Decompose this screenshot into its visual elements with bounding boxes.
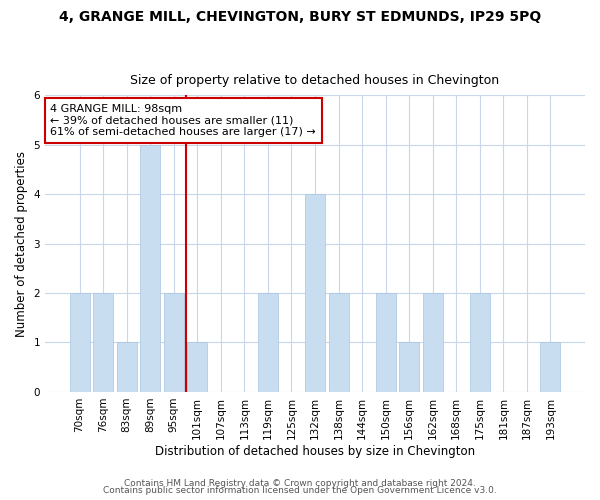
Text: Contains HM Land Registry data © Crown copyright and database right 2024.: Contains HM Land Registry data © Crown c…: [124, 478, 476, 488]
X-axis label: Distribution of detached houses by size in Chevington: Distribution of detached houses by size …: [155, 444, 475, 458]
Bar: [164, 293, 184, 392]
Bar: [70, 293, 89, 392]
Bar: [93, 293, 113, 392]
Title: Size of property relative to detached houses in Chevington: Size of property relative to detached ho…: [130, 74, 500, 87]
Text: 4 GRANGE MILL: 98sqm
← 39% of detached houses are smaller (11)
61% of semi-detac: 4 GRANGE MILL: 98sqm ← 39% of detached h…: [50, 104, 316, 137]
Bar: [187, 342, 208, 392]
Bar: [140, 144, 160, 392]
Bar: [399, 342, 419, 392]
Text: 4, GRANGE MILL, CHEVINGTON, BURY ST EDMUNDS, IP29 5PQ: 4, GRANGE MILL, CHEVINGTON, BURY ST EDMU…: [59, 10, 541, 24]
Text: Contains public sector information licensed under the Open Government Licence v3: Contains public sector information licen…: [103, 486, 497, 495]
Y-axis label: Number of detached properties: Number of detached properties: [15, 150, 28, 336]
Bar: [258, 293, 278, 392]
Bar: [116, 342, 137, 392]
Bar: [305, 194, 325, 392]
Bar: [423, 293, 443, 392]
Bar: [329, 293, 349, 392]
Bar: [541, 342, 560, 392]
Bar: [470, 293, 490, 392]
Bar: [376, 293, 395, 392]
